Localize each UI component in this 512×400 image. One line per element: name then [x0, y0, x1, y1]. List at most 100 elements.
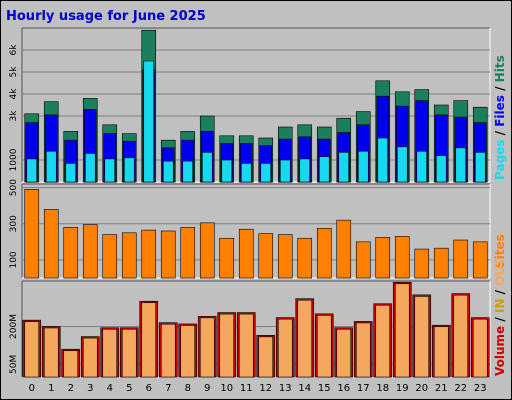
in-out-bar: [24, 321, 40, 378]
in-out-bar: [121, 328, 137, 378]
hour-label: 12: [259, 383, 272, 394]
hour-label: 3: [87, 383, 93, 394]
sites-bar: [277, 234, 293, 279]
legend-sep-3: /: [493, 313, 507, 326]
bottom-legend: Volume / IN / OUT: [493, 257, 507, 376]
pages-bar: [338, 152, 350, 183]
in-out-bar: [219, 313, 235, 378]
top-panel-tick-label: 6k: [9, 44, 19, 56]
sites-bar: [141, 229, 157, 279]
legend-sep-2: /: [493, 82, 507, 95]
pages-bar: [240, 163, 252, 183]
pages-bar: [221, 159, 233, 183]
sites-bar: [199, 222, 215, 279]
hour-label: 10: [220, 383, 233, 394]
hour-label: 5: [126, 383, 132, 394]
pages-bar: [416, 150, 428, 183]
in-out-bar: [355, 322, 371, 378]
hour-label: 22: [454, 383, 467, 394]
legend-sep-4: /: [493, 286, 507, 299]
pages-bar: [299, 158, 311, 183]
in-out-bar: [375, 304, 391, 378]
top-panel-tick-label: 5k: [9, 66, 19, 78]
pages-bar: [123, 157, 135, 183]
pages-bar: [162, 160, 174, 183]
hour-label: 9: [204, 383, 210, 394]
hour-label: 19: [396, 383, 409, 394]
hour-label: 0: [29, 383, 35, 394]
in-out-bar: [297, 299, 313, 378]
pages-bar: [357, 150, 369, 183]
hour-label: 16: [337, 383, 350, 394]
sites-bar: [472, 241, 488, 279]
pages-bar: [435, 155, 447, 183]
legend-volume: Volume: [493, 326, 507, 376]
in-out-bar: [63, 350, 79, 378]
in-out-bar: [258, 336, 274, 378]
pages-bar: [377, 137, 389, 183]
legend-sep-1: /: [493, 127, 507, 140]
hour-axis: 0 1 2 3 4 5 6 7 8 9 10 11 12 13 14 15 16 17 18 19 20 21 22 23: [29, 383, 487, 394]
hour-label: 21: [435, 383, 448, 394]
sites-bar: [394, 236, 410, 279]
top-panel-tick-label: 4k: [9, 88, 19, 100]
hour-label: 20: [415, 383, 428, 394]
sites-bar: [121, 232, 137, 279]
sites-bar: [63, 227, 79, 279]
in-out-bar: [394, 283, 410, 378]
in-out-bar: [82, 337, 98, 378]
top-panel-tick-label: 1000: [9, 148, 19, 171]
in-out-bar: [43, 327, 59, 378]
in-out-bar: [180, 325, 196, 378]
in-out-bar: [336, 328, 352, 378]
mid-panel-plot-area: [22, 184, 490, 278]
in-out-bar: [316, 315, 332, 378]
bottom-panel-tick-label: 200M: [9, 314, 19, 339]
legend-out: OUT: [493, 257, 507, 286]
in-out-bar: [472, 318, 488, 378]
legend-files: Files: [493, 95, 507, 127]
in-out-bar: [199, 317, 215, 378]
sites-bar: [336, 219, 352, 279]
hour-label: 14: [298, 383, 311, 394]
in-out-bar: [141, 302, 157, 378]
sites-bar: [453, 239, 469, 279]
pages-bar: [182, 160, 194, 183]
sites-bar: [102, 234, 118, 279]
hour-label: 18: [376, 383, 389, 394]
bottom-panel-tick-label: 50M: [9, 355, 19, 374]
hour-label: 6: [146, 383, 152, 394]
hour-label: 17: [357, 383, 370, 394]
hour-label: 2: [68, 383, 74, 394]
pages-bar: [396, 146, 408, 183]
in-out-bar: [414, 296, 430, 378]
bottom-panel-plot-area: [22, 281, 490, 377]
sites-bar: [180, 227, 196, 279]
pages-bar: [104, 158, 116, 183]
pages-bar: [84, 153, 96, 183]
mid-legend: Sites: [493, 234, 507, 268]
volume-panel: 200M 50M: [9, 280, 491, 378]
legend-pages: Pages: [493, 140, 507, 180]
legend-hits: Hits: [493, 55, 507, 82]
hour-label: 7: [165, 383, 171, 394]
sites-bar: [355, 241, 371, 279]
hits-files-pages-panel: 6k 5k 4k 3k 1000: [9, 27, 491, 183]
pages-bar: [318, 156, 330, 183]
in-out-bar: [433, 326, 449, 378]
sites-bar: [238, 228, 254, 279]
pages-bar: [279, 159, 291, 183]
in-out-bar: [102, 328, 118, 378]
pages-bar: [455, 147, 467, 183]
in-out-bar: [277, 318, 293, 378]
pages-bar: [260, 163, 272, 183]
pages-bar: [474, 152, 486, 183]
sites-bar: [82, 224, 98, 279]
sites-bar: [219, 237, 235, 279]
hour-label: 1: [48, 383, 54, 394]
pages-bar: [65, 163, 77, 183]
chart-title: Hourly usage for June 2025: [6, 9, 206, 24]
sites-panel: 500 300 100: [9, 179, 491, 279]
pages-bar: [26, 158, 38, 183]
